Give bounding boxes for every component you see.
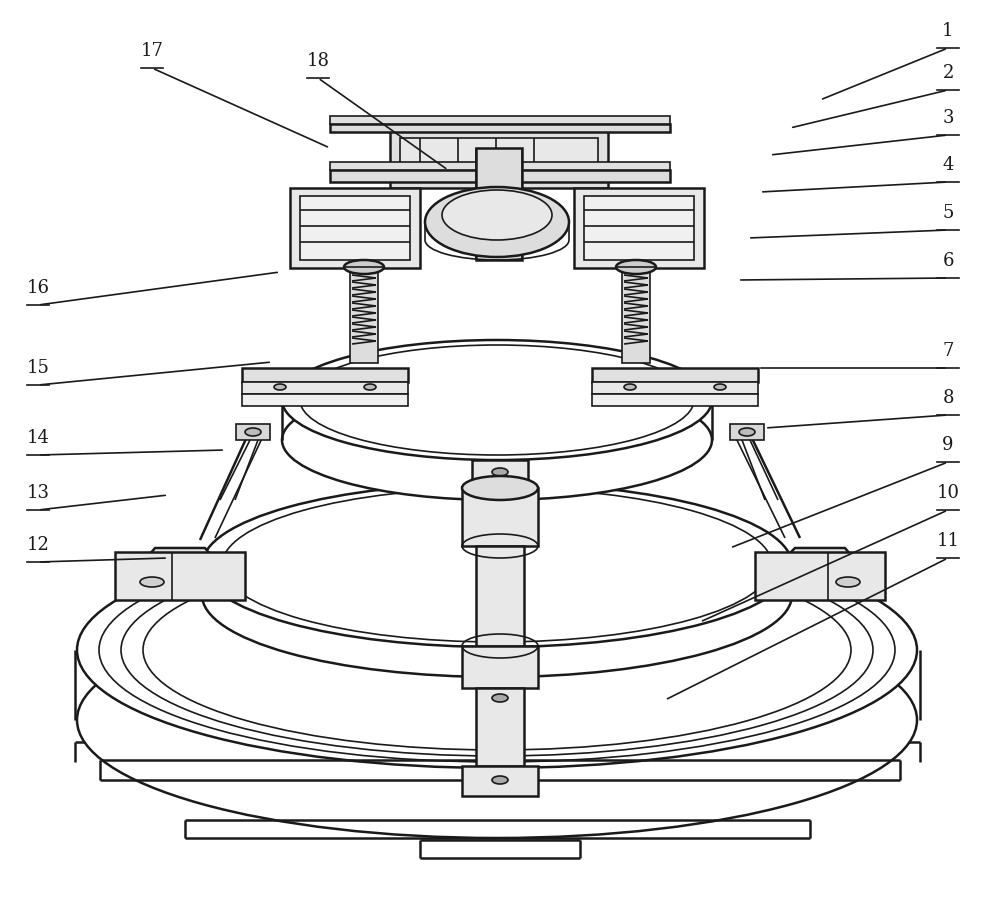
Ellipse shape	[364, 384, 376, 390]
Polygon shape	[584, 196, 694, 260]
Bar	[472, 460, 528, 488]
Ellipse shape	[492, 694, 508, 702]
Polygon shape	[330, 124, 670, 132]
Ellipse shape	[492, 468, 508, 476]
Text: 4: 4	[942, 156, 954, 174]
Text: 6: 6	[942, 252, 954, 270]
Ellipse shape	[425, 187, 569, 257]
Polygon shape	[592, 382, 758, 394]
Ellipse shape	[442, 190, 552, 240]
Polygon shape	[783, 548, 855, 560]
Ellipse shape	[624, 384, 636, 390]
Polygon shape	[242, 368, 408, 382]
Text: 8: 8	[942, 389, 954, 407]
Ellipse shape	[202, 513, 792, 677]
Polygon shape	[236, 424, 270, 440]
Text: 17: 17	[141, 42, 163, 60]
Ellipse shape	[739, 428, 755, 436]
Text: 15: 15	[27, 359, 49, 377]
Text: 5: 5	[942, 204, 954, 222]
Bar	[755, 552, 885, 600]
Polygon shape	[574, 188, 704, 268]
Polygon shape	[290, 188, 420, 268]
Text: 12: 12	[27, 536, 49, 554]
Text: 11: 11	[936, 532, 960, 550]
Polygon shape	[730, 424, 764, 440]
Text: 2: 2	[942, 64, 954, 82]
Text: 13: 13	[27, 484, 50, 502]
Ellipse shape	[274, 384, 286, 390]
Polygon shape	[390, 130, 608, 188]
Text: 10: 10	[936, 484, 960, 502]
Polygon shape	[300, 196, 410, 260]
Bar	[476, 688, 524, 766]
Polygon shape	[400, 138, 598, 182]
Ellipse shape	[282, 380, 712, 500]
Ellipse shape	[282, 340, 712, 460]
Bar	[115, 552, 245, 600]
Ellipse shape	[492, 776, 508, 784]
Text: 1: 1	[942, 22, 954, 40]
Polygon shape	[330, 170, 670, 182]
Polygon shape	[242, 382, 408, 394]
Polygon shape	[330, 116, 670, 124]
Ellipse shape	[77, 532, 917, 768]
Text: 3: 3	[942, 109, 954, 127]
Ellipse shape	[462, 476, 538, 500]
Polygon shape	[242, 394, 408, 406]
Bar	[462, 646, 538, 688]
Bar	[462, 488, 538, 546]
Ellipse shape	[202, 483, 792, 647]
Polygon shape	[592, 394, 758, 406]
Bar	[350, 268, 378, 363]
Ellipse shape	[245, 428, 261, 436]
Polygon shape	[330, 162, 670, 170]
Text: 18: 18	[307, 52, 330, 70]
Bar	[622, 268, 650, 363]
Polygon shape	[145, 548, 215, 560]
Ellipse shape	[77, 602, 917, 838]
Text: 7: 7	[942, 342, 954, 360]
Ellipse shape	[344, 260, 384, 274]
Polygon shape	[476, 148, 522, 260]
Ellipse shape	[616, 260, 656, 274]
Bar	[476, 546, 524, 646]
Text: 9: 9	[942, 436, 954, 454]
Bar	[462, 766, 538, 796]
Ellipse shape	[714, 384, 726, 390]
Text: 14: 14	[27, 429, 49, 447]
Ellipse shape	[836, 577, 860, 587]
Polygon shape	[592, 368, 758, 382]
Text: 16: 16	[27, 279, 50, 297]
Ellipse shape	[140, 577, 164, 587]
